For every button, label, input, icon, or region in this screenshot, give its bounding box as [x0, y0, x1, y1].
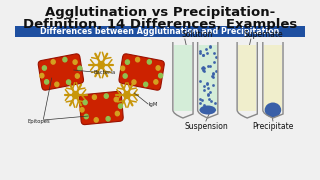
Bar [174, 45, 192, 111]
Circle shape [144, 82, 148, 87]
FancyBboxPatch shape [119, 54, 164, 90]
Point [202, 67, 207, 69]
Point [202, 69, 207, 72]
Bar [198, 45, 217, 111]
Point [201, 88, 206, 91]
Text: Solution: Solution [181, 30, 212, 39]
Circle shape [125, 60, 129, 64]
Circle shape [42, 66, 46, 70]
Point [212, 101, 217, 104]
Circle shape [124, 91, 130, 98]
Circle shape [159, 73, 163, 78]
Circle shape [51, 60, 55, 64]
Point [211, 60, 216, 63]
Circle shape [55, 82, 59, 87]
Bar [238, 45, 256, 111]
Text: Bacteria: Bacteria [94, 69, 116, 75]
Circle shape [78, 66, 82, 71]
Circle shape [73, 60, 77, 64]
Circle shape [118, 104, 123, 108]
Text: Agglutination vs Precipitation-: Agglutination vs Precipitation- [45, 6, 275, 19]
Text: Precipitate: Precipitate [252, 122, 293, 131]
Text: IgM: IgM [149, 102, 158, 107]
Point [200, 53, 205, 56]
Circle shape [63, 57, 67, 62]
Circle shape [136, 57, 140, 62]
Point [202, 84, 207, 87]
FancyBboxPatch shape [15, 26, 305, 37]
Circle shape [121, 66, 125, 71]
Point [211, 73, 216, 76]
Circle shape [40, 73, 44, 78]
Bar [264, 45, 282, 111]
Point [205, 94, 211, 97]
Point [210, 75, 215, 78]
Circle shape [67, 80, 71, 84]
Circle shape [83, 100, 87, 105]
Point [205, 92, 211, 95]
Point [197, 102, 202, 105]
Circle shape [154, 80, 158, 84]
Text: Epitopes: Epitopes [28, 120, 50, 125]
Point [207, 64, 212, 67]
Point [207, 90, 212, 93]
Circle shape [114, 97, 118, 102]
Circle shape [44, 80, 49, 84]
Point [213, 70, 218, 73]
Circle shape [92, 95, 96, 99]
Point [200, 69, 205, 72]
Point [210, 83, 215, 86]
Text: Supernate: Supernate [244, 30, 283, 39]
Point [211, 71, 216, 74]
Point [212, 51, 217, 54]
Circle shape [98, 62, 104, 69]
Point [213, 55, 219, 58]
Ellipse shape [265, 102, 281, 118]
Point [207, 45, 212, 48]
Circle shape [156, 66, 160, 70]
Point [210, 75, 215, 78]
Point [200, 65, 205, 68]
Point [208, 99, 213, 102]
Circle shape [106, 117, 110, 121]
Point [205, 65, 210, 68]
FancyBboxPatch shape [79, 91, 123, 125]
Point [201, 104, 206, 107]
Circle shape [123, 74, 127, 78]
Circle shape [80, 108, 84, 112]
Point [205, 87, 210, 90]
Point [204, 83, 209, 86]
Point [197, 50, 202, 53]
Point [205, 52, 210, 55]
FancyBboxPatch shape [38, 54, 84, 90]
Point [198, 98, 203, 101]
Circle shape [75, 74, 79, 78]
Point [200, 67, 205, 70]
Circle shape [115, 111, 119, 116]
Point [204, 82, 210, 85]
Circle shape [104, 94, 108, 98]
Point [207, 46, 212, 48]
Point [201, 53, 206, 56]
Point [206, 98, 211, 101]
Text: Definition, 14 Differences, Examples: Definition, 14 Differences, Examples [23, 17, 297, 30]
Point [203, 47, 208, 50]
Circle shape [84, 114, 88, 119]
Circle shape [132, 80, 136, 84]
Text: Differences between Agglutination and Precipitation: Differences between Agglutination and Pr… [40, 27, 280, 36]
Circle shape [147, 60, 151, 64]
Ellipse shape [199, 105, 216, 114]
Circle shape [94, 118, 98, 122]
Point [199, 98, 204, 101]
Point [197, 52, 202, 55]
Point [197, 79, 203, 82]
Circle shape [72, 91, 79, 98]
Text: Suspension: Suspension [184, 122, 228, 131]
